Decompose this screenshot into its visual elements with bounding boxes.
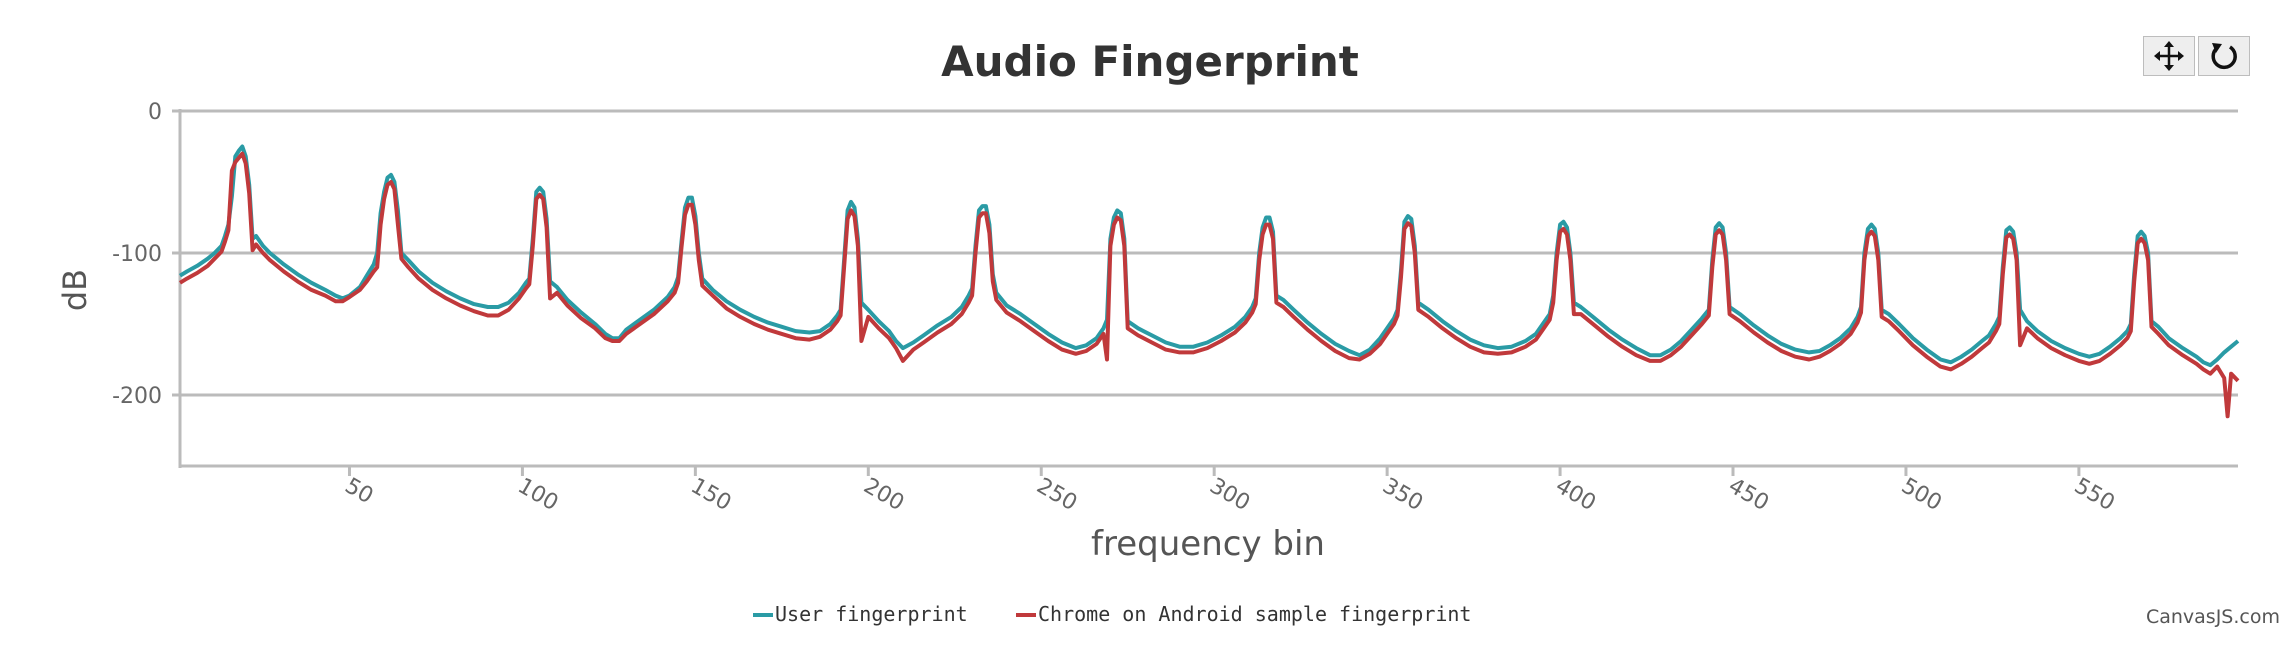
x-tick-label: 100 xyxy=(513,474,562,517)
x-tick-label: 50 xyxy=(340,474,377,510)
chart-toolbar xyxy=(2143,36,2250,76)
x-tick-label: 450 xyxy=(1724,474,1773,517)
series-line-user xyxy=(178,144,2240,368)
x-tick-label: 400 xyxy=(1551,474,1600,517)
legend-label-user: User fingerprint xyxy=(775,602,968,626)
reset-button[interactable] xyxy=(2198,36,2250,76)
grid xyxy=(180,109,2238,397)
reset-icon xyxy=(2211,43,2237,70)
x-tick-label: 150 xyxy=(686,474,735,517)
legend-label-chrome: Chrome on Android sample fingerprint xyxy=(1038,602,1471,626)
x-tick-label: 200 xyxy=(859,474,908,517)
chart-title: Audio Fingerprint xyxy=(941,37,1359,86)
credit-text: CanvasJS.com xyxy=(2145,606,2280,628)
pan-button[interactable] xyxy=(2143,36,2195,76)
x-tick-label: 300 xyxy=(1205,474,1254,517)
y-tick-label: 0 xyxy=(148,100,162,125)
y-axis-label: dB xyxy=(56,269,94,311)
x-axis-ticks: 50 100 150 200 250 300 350 400 450 500 550 xyxy=(340,466,2119,517)
series-line-chrome-android xyxy=(178,151,2240,419)
x-axis-label: frequency bin xyxy=(1091,524,1325,564)
y-tick-label: -200 xyxy=(112,384,162,409)
y-axis-ticks: 0 -100 -200 xyxy=(112,100,180,409)
series-lines xyxy=(178,144,2240,419)
x-tick-label: 350 xyxy=(1378,474,1427,517)
legend: User fingerprint Chrome on Android sampl… xyxy=(753,602,1471,626)
move-icon xyxy=(2154,41,2184,71)
x-tick-label: 500 xyxy=(1897,474,1946,517)
x-tick-label: 550 xyxy=(2070,474,2119,517)
y-tick-label: -100 xyxy=(112,242,162,267)
x-tick-label: 250 xyxy=(1032,474,1081,517)
